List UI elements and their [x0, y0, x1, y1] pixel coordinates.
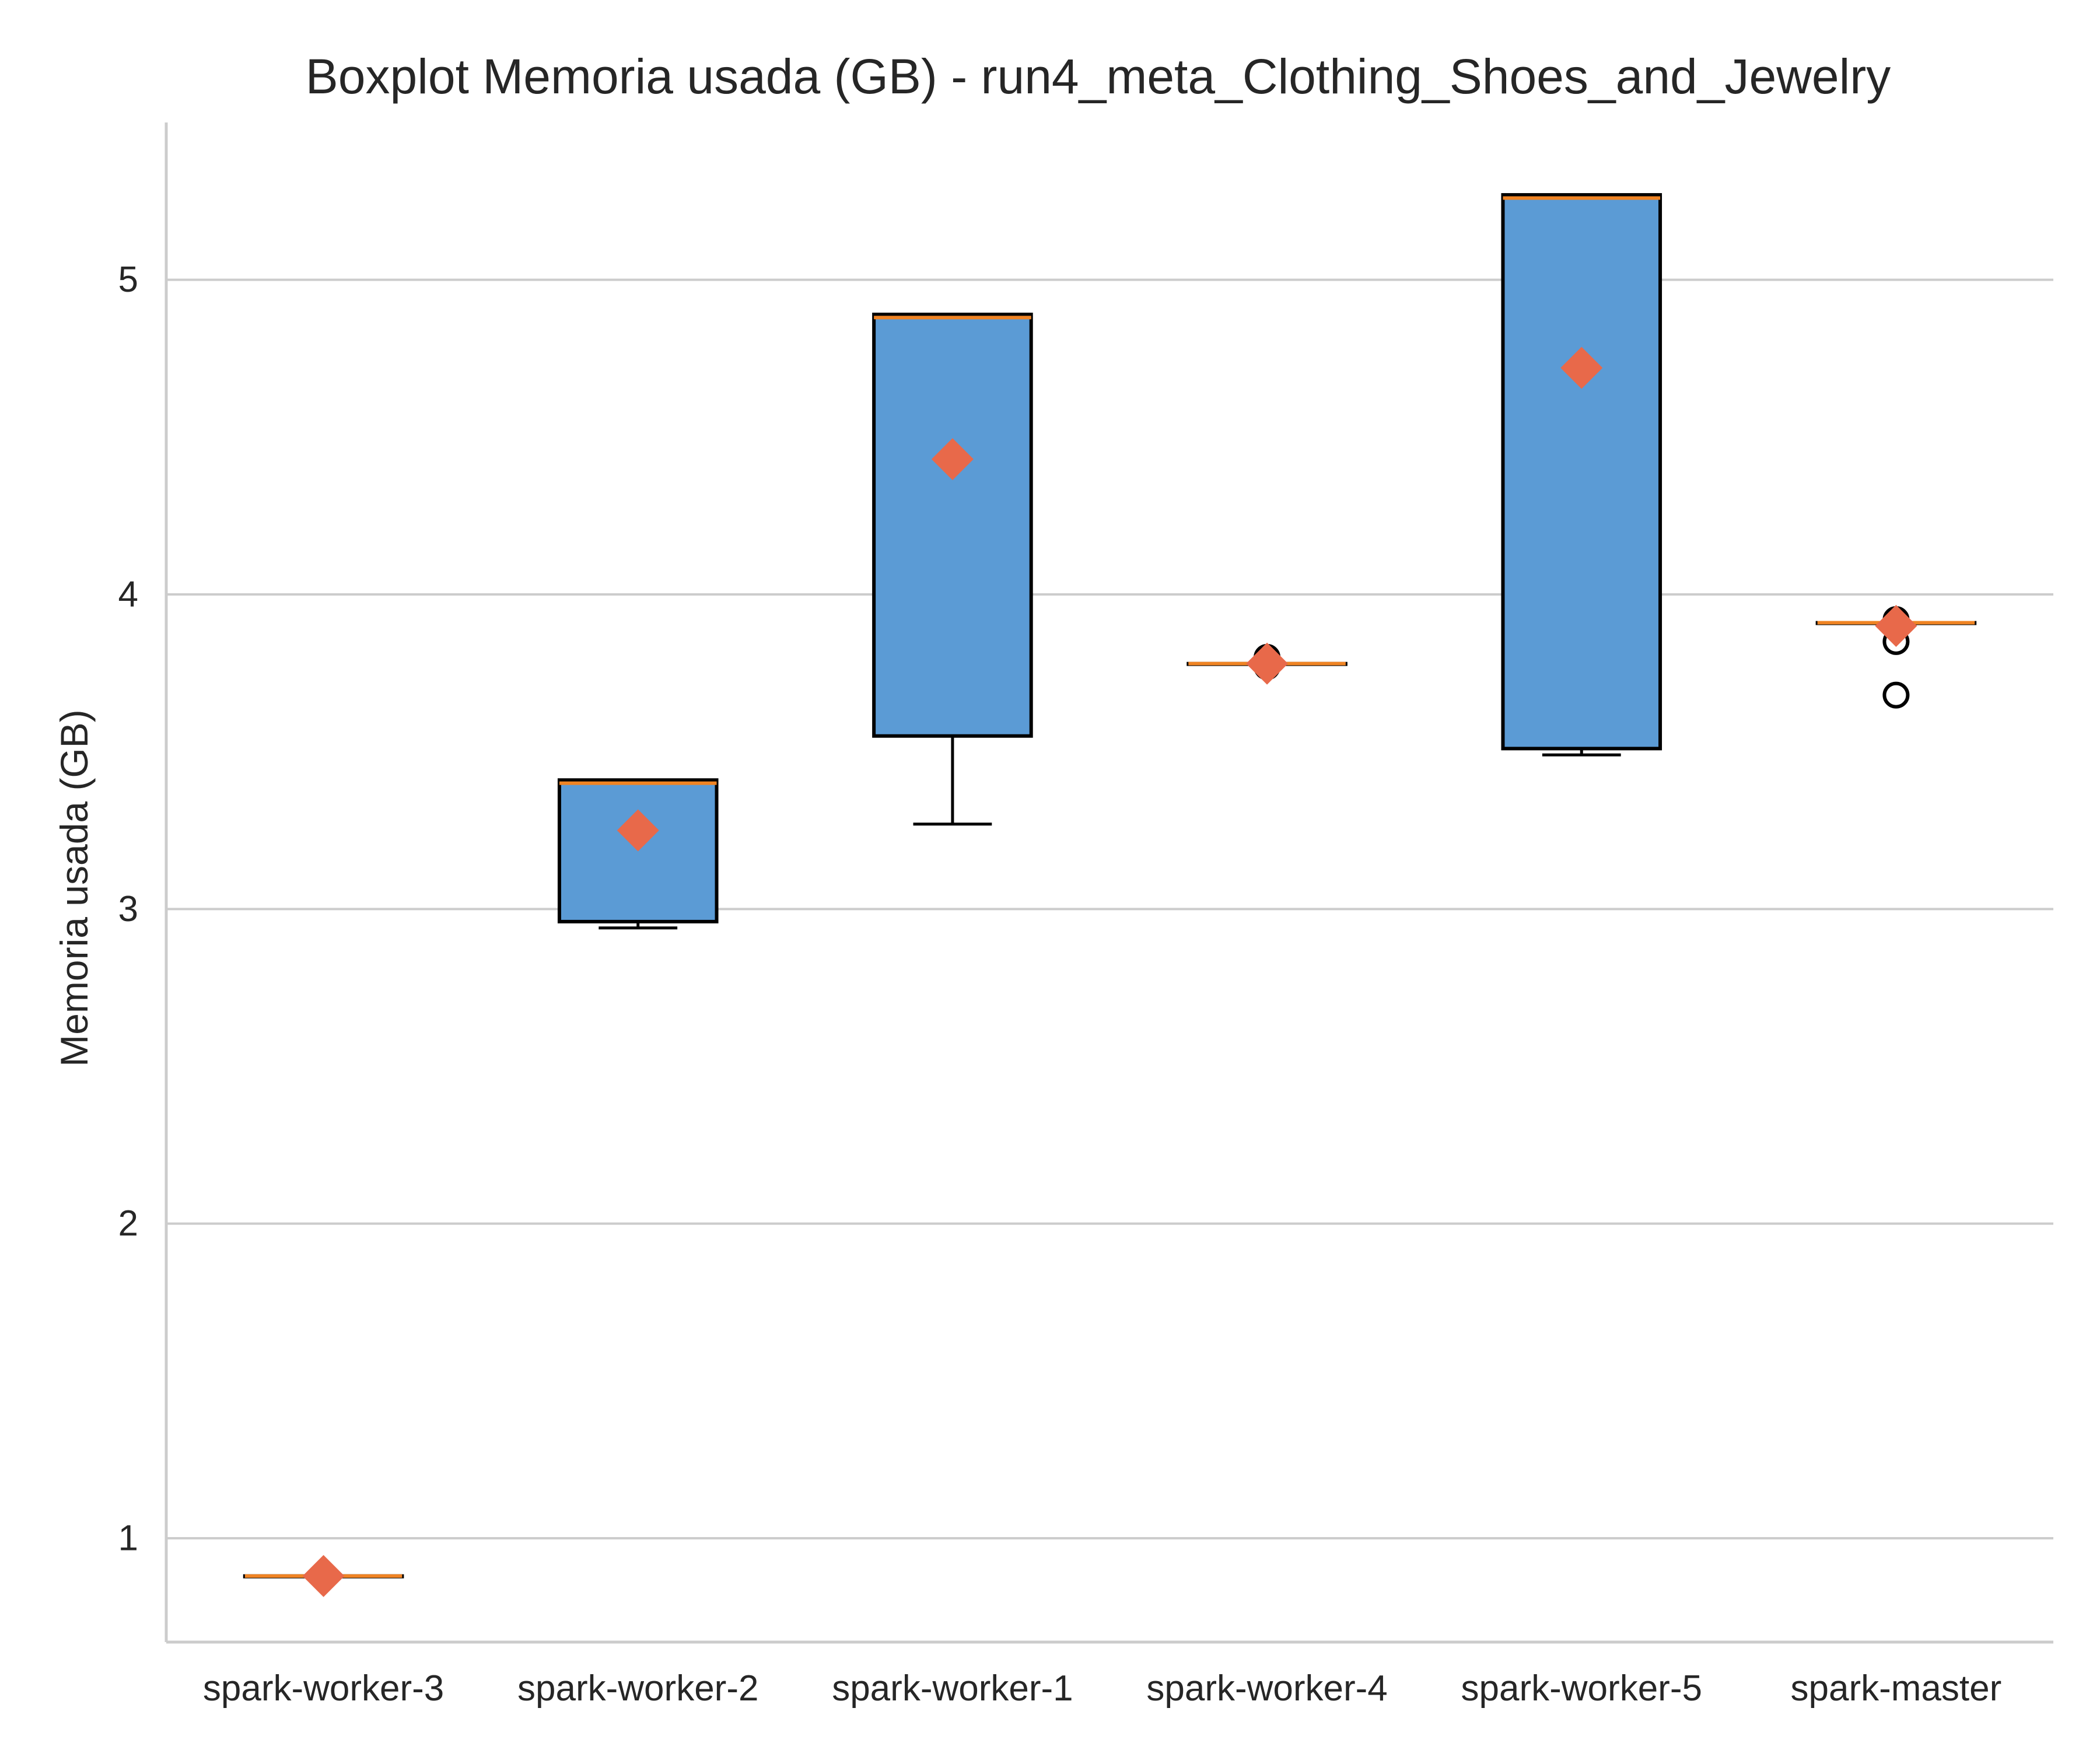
mean-marker: [931, 438, 974, 481]
y-tick-label: 1: [118, 1518, 138, 1559]
mean-marker: [617, 809, 659, 852]
mean-marker: [1875, 604, 1917, 647]
x-tick-labels: spark-worker-3 spark-worker-2 spark-worker…: [203, 1668, 2001, 1709]
outlier-point: [1882, 681, 1910, 709]
grid-layer: [166, 278, 2053, 1540]
mean-marker: [1246, 642, 1289, 685]
y-tick-label: 3: [118, 889, 138, 929]
x-tick-label: spark-worker-1: [832, 1668, 1073, 1709]
box-group: [243, 1555, 404, 1597]
y-tick-label: 5: [118, 260, 138, 300]
box-group: [1501, 193, 1662, 757]
x-tick-label: spark-worker-4: [1146, 1668, 1387, 1709]
box-group: [872, 312, 1033, 826]
x-tick-label: spark-master: [1791, 1668, 2002, 1709]
y-tick-label: 2: [118, 1203, 138, 1244]
boxes-layer: [243, 193, 1977, 1597]
box-iqr: [872, 312, 1033, 738]
x-tick-label: spark-worker-3: [203, 1668, 444, 1709]
box-group: [557, 778, 719, 930]
y-tick-label: 4: [118, 575, 138, 615]
y-axis-label: Memoria usada (GB): [52, 709, 96, 1067]
mean-marker: [302, 1555, 345, 1597]
box-group: [1186, 642, 1348, 685]
x-tick-label: spark-worker-5: [1461, 1668, 1702, 1709]
box-group: [1815, 604, 1977, 709]
y-tick-labels: 1 2 3 4 5: [118, 260, 138, 1558]
box-iqr: [1501, 193, 1662, 751]
chart-title: Boxplot Memoria usada (GB) - run4_meta_C…: [306, 49, 1891, 104]
mean-marker: [1560, 346, 1603, 389]
axes-layer: [164, 123, 2053, 1644]
x-tick-label: spark-worker-2: [517, 1668, 758, 1709]
